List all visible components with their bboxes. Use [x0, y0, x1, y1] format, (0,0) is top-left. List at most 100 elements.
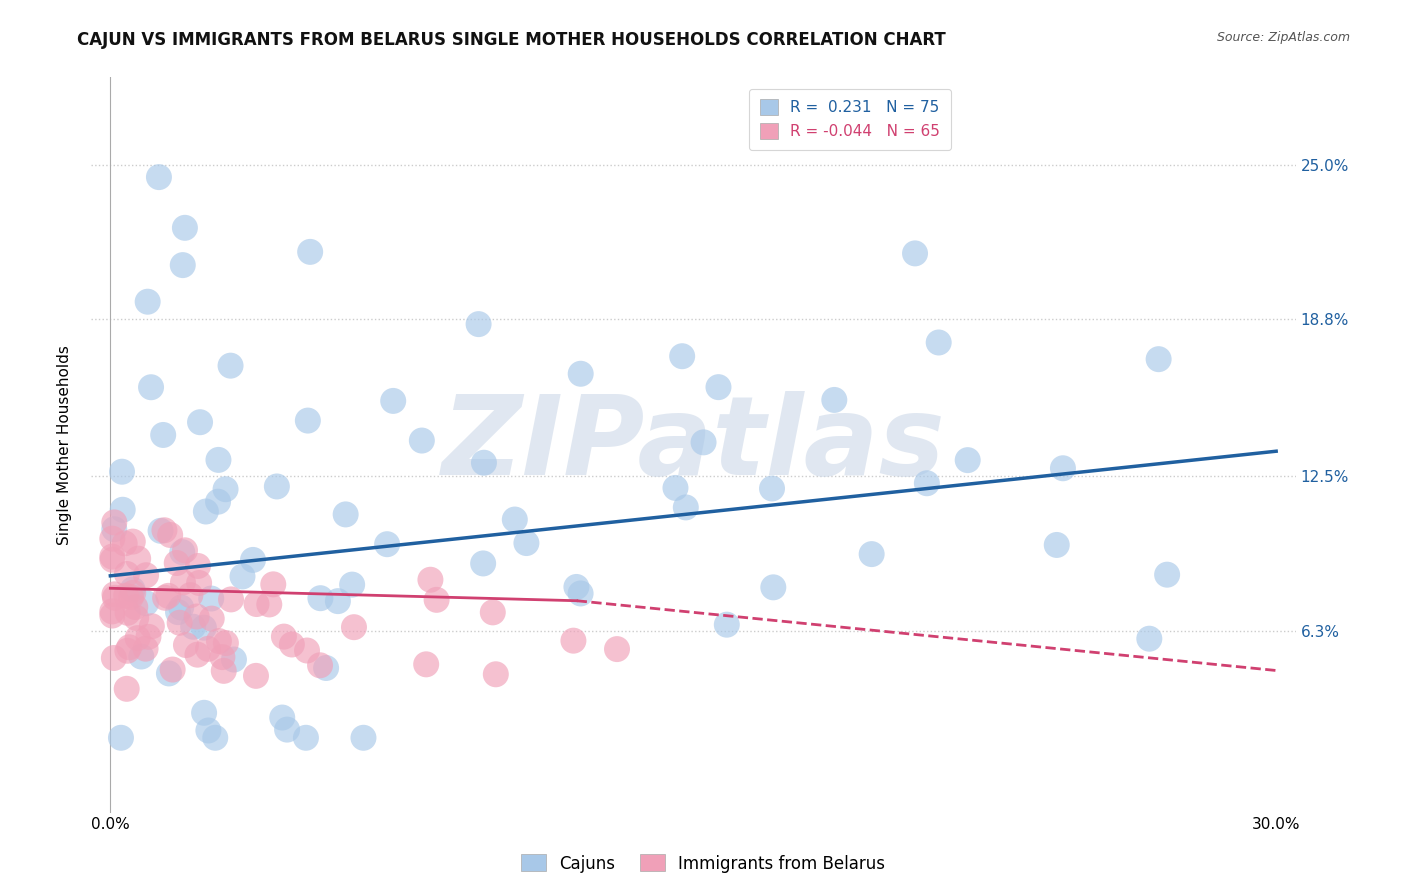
Point — [860, 547, 883, 561]
Point — [197, 723, 219, 738]
Y-axis label: Single Mother Households: Single Mother Households — [58, 345, 72, 545]
Text: Source: ZipAtlas.com: Source: ZipAtlas.com — [1216, 31, 1350, 45]
Legend: R =  0.231   N = 75, R = -0.044   N = 65: R = 0.231 N = 75, R = -0.044 N = 65 — [749, 89, 950, 150]
Point — [671, 349, 693, 363]
Point — [207, 494, 229, 508]
Point — [122, 586, 145, 600]
Point — [169, 615, 191, 630]
Point — [153, 523, 176, 537]
Point — [485, 667, 508, 681]
Point — [129, 649, 152, 664]
Point — [135, 596, 157, 610]
Point — [212, 664, 235, 678]
Point — [928, 335, 950, 350]
Point — [114, 536, 136, 550]
Point — [115, 589, 138, 603]
Point — [207, 453, 229, 467]
Point — [569, 586, 592, 600]
Point — [186, 609, 208, 624]
Point — [692, 435, 714, 450]
Point — [141, 619, 163, 633]
Point — [172, 258, 194, 272]
Point — [157, 589, 180, 603]
Point — [149, 524, 172, 538]
Point — [565, 580, 588, 594]
Point — [200, 591, 222, 606]
Point — [231, 569, 253, 583]
Point — [181, 620, 204, 634]
Point — [343, 620, 366, 634]
Point — [135, 568, 157, 582]
Point — [211, 650, 233, 665]
Point — [335, 508, 357, 522]
Point — [103, 522, 125, 536]
Point — [299, 244, 322, 259]
Point — [117, 606, 139, 620]
Point — [172, 545, 194, 559]
Point — [419, 573, 441, 587]
Point — [111, 502, 134, 516]
Point — [326, 594, 349, 608]
Point — [172, 575, 194, 590]
Point — [148, 170, 170, 185]
Point — [295, 731, 318, 745]
Point — [124, 600, 146, 615]
Point — [166, 556, 188, 570]
Point — [201, 612, 224, 626]
Point — [426, 592, 449, 607]
Point — [259, 598, 281, 612]
Point — [103, 651, 125, 665]
Point — [271, 710, 294, 724]
Point — [569, 367, 592, 381]
Point — [262, 577, 284, 591]
Point — [340, 577, 363, 591]
Point — [111, 465, 134, 479]
Point — [1147, 352, 1170, 367]
Point — [125, 611, 148, 625]
Point — [120, 590, 142, 604]
Point — [309, 591, 332, 606]
Point — [309, 658, 332, 673]
Point — [121, 534, 143, 549]
Point — [761, 482, 783, 496]
Point — [664, 481, 686, 495]
Point — [101, 604, 124, 618]
Point — [503, 512, 526, 526]
Point — [193, 621, 215, 635]
Point — [1137, 632, 1160, 646]
Point — [716, 617, 738, 632]
Point — [188, 415, 211, 429]
Point — [245, 597, 267, 611]
Point — [153, 591, 176, 605]
Point — [215, 636, 238, 650]
Point — [904, 246, 927, 260]
Point — [167, 605, 190, 619]
Point — [174, 543, 197, 558]
Point — [415, 657, 437, 672]
Point — [179, 588, 201, 602]
Point — [170, 600, 193, 615]
Point — [562, 633, 585, 648]
Point — [186, 648, 208, 662]
Point — [194, 504, 217, 518]
Point — [204, 731, 226, 745]
Point — [219, 592, 242, 607]
Point — [118, 640, 141, 655]
Point — [197, 641, 219, 656]
Point — [1052, 461, 1074, 475]
Point — [245, 669, 267, 683]
Point — [115, 681, 138, 696]
Point — [187, 559, 209, 574]
Point — [104, 591, 127, 605]
Point — [135, 641, 157, 656]
Point — [481, 606, 503, 620]
Point — [472, 557, 495, 571]
Point — [174, 220, 197, 235]
Point — [103, 516, 125, 530]
Point — [219, 359, 242, 373]
Point — [315, 661, 337, 675]
Point — [281, 638, 304, 652]
Point — [101, 553, 124, 567]
Point — [295, 643, 318, 657]
Point — [193, 706, 215, 720]
